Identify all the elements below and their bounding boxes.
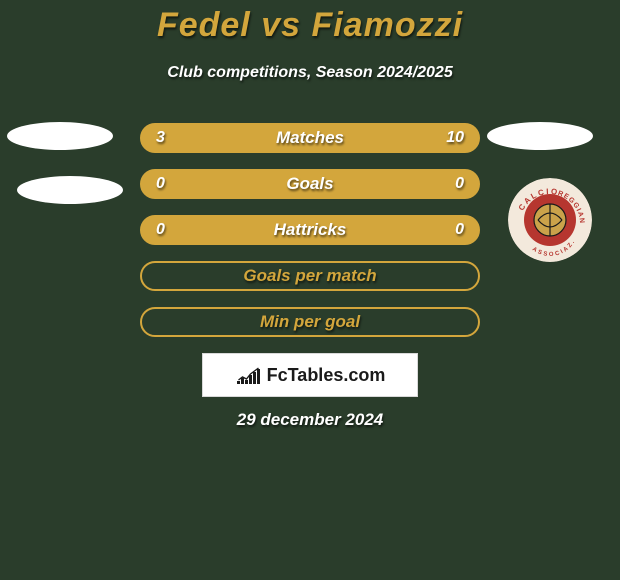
stat-left-value: 3 (156, 129, 165, 147)
club-badge-right: CALCIO REGGIANA ASSOCIAZ. (508, 178, 592, 262)
stat-label: Goals per match (243, 266, 376, 286)
stat-label: Hattricks (274, 220, 347, 240)
stat-row-matches: 3 Matches 10 (140, 123, 480, 153)
fctables-logo-text: FcTables.com (267, 365, 386, 386)
club-badge-svg: CALCIO REGGIANA ASSOCIAZ. (508, 178, 592, 262)
stat-left-value: 0 (156, 221, 165, 239)
stat-right-value: 0 (455, 221, 464, 239)
right-ellipse-1 (487, 122, 593, 150)
stat-row-hattricks: 0 Hattricks 0 (140, 215, 480, 245)
stat-label: Min per goal (260, 312, 360, 332)
stat-right-value: 0 (455, 175, 464, 193)
bar-chart-icon (235, 364, 261, 386)
stat-row-goals: 0 Goals 0 (140, 169, 480, 199)
left-ellipse-1 (7, 122, 113, 150)
stat-row-goals-per-match: Goals per match (140, 261, 480, 291)
comparison-card: Fedel vs Fiamozzi Club competitions, Sea… (0, 0, 620, 580)
stat-label: Matches (276, 128, 344, 148)
subtitle: Club competitions, Season 2024/2025 (0, 64, 620, 82)
generation-date: 29 december 2024 (0, 410, 620, 430)
page-title: Fedel vs Fiamozzi (0, 6, 620, 45)
stat-label: Goals (286, 174, 333, 194)
stat-right-value: 10 (446, 129, 464, 147)
stat-row-min-per-goal: Min per goal (140, 307, 480, 337)
left-ellipse-2 (17, 176, 123, 204)
fctables-logo-box[interactable]: FcTables.com (202, 353, 418, 397)
stat-left-value: 0 (156, 175, 165, 193)
